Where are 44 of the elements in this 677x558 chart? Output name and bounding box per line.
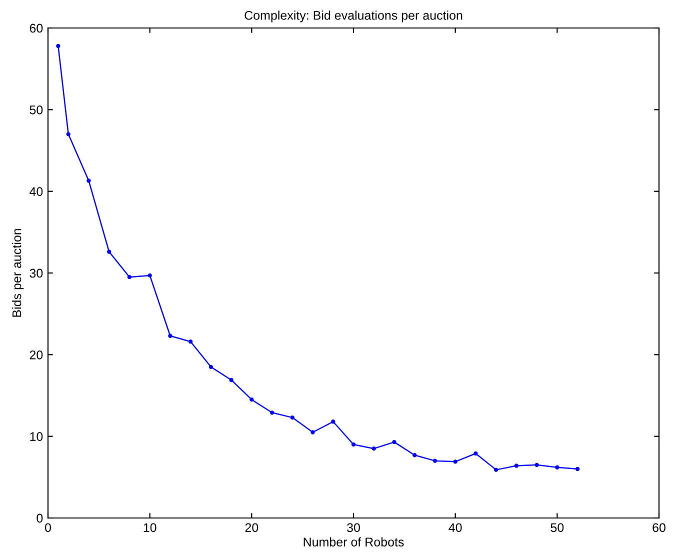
point xyxy=(66,132,70,136)
x-tick-label: 0 xyxy=(45,523,51,532)
point xyxy=(188,340,193,344)
point xyxy=(555,465,560,470)
y-tick-label: 60 xyxy=(30,24,43,33)
x-axis-title: Number of Robots xyxy=(304,537,404,546)
point xyxy=(56,44,60,48)
y-tick-label: 50 xyxy=(30,105,43,114)
point xyxy=(270,410,274,415)
point xyxy=(250,398,254,402)
point xyxy=(148,273,152,278)
point xyxy=(86,178,91,183)
point xyxy=(494,468,498,472)
point xyxy=(432,458,438,463)
y-tick-label: 40 xyxy=(30,187,43,196)
point xyxy=(331,420,336,424)
x-tick-label: 40 xyxy=(448,523,462,532)
point xyxy=(453,460,458,464)
x-tick-label: 30 xyxy=(347,523,360,532)
point xyxy=(107,250,112,254)
x-tick-label: 10 xyxy=(144,523,156,532)
point xyxy=(208,364,214,369)
point xyxy=(534,462,539,467)
x-tick-label: 60 xyxy=(652,523,666,532)
point xyxy=(575,466,580,472)
chart-title: Complexity: Bid evaluations per auction xyxy=(244,10,462,22)
y-tick-label: 30 xyxy=(30,268,43,278)
point xyxy=(514,464,519,468)
point xyxy=(351,442,356,447)
y-axis-title: Bids per auction xyxy=(12,228,24,317)
point xyxy=(474,451,478,456)
point xyxy=(372,446,376,451)
point xyxy=(392,440,396,444)
y-tick-label: 20 xyxy=(30,350,43,360)
x-tick-label: 20 xyxy=(245,523,258,532)
point xyxy=(168,334,172,338)
point xyxy=(310,430,315,434)
y-tick-label: 10 xyxy=(30,432,43,441)
x-tick-label: 50 xyxy=(550,523,564,532)
point xyxy=(290,415,294,420)
y-tick-label: 0 xyxy=(36,514,43,523)
point xyxy=(229,378,234,382)
point xyxy=(127,275,132,280)
point xyxy=(412,453,417,458)
